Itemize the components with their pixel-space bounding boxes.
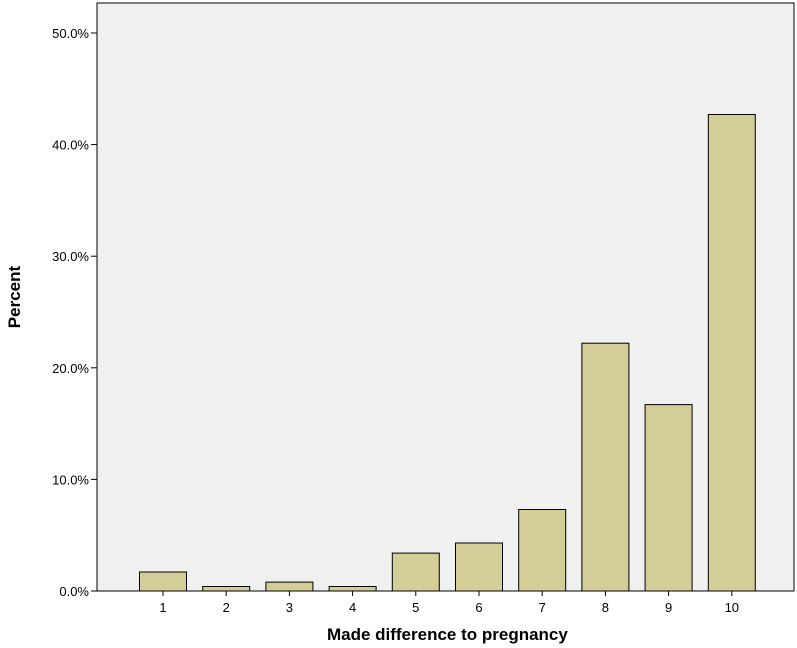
bar-6: [455, 542, 503, 592]
x-tick-label: 1: [159, 600, 166, 615]
y-tick-label: 30.0%: [52, 249, 89, 264]
x-tick-label: 6: [475, 600, 482, 615]
bar-8: [581, 342, 630, 592]
x-tick-label: 7: [539, 600, 546, 615]
x-tick-label: 4: [349, 600, 356, 615]
x-tick-label: 3: [286, 600, 293, 615]
x-tick-label: 2: [223, 600, 230, 615]
x-tick-label: 9: [665, 600, 672, 615]
bar-4: [328, 586, 377, 592]
y-axis-title: Percent: [5, 265, 24, 328]
y-tick-label: 40.0%: [52, 138, 89, 153]
bar-1: [139, 571, 187, 592]
x-tick-label: 5: [412, 600, 419, 615]
bar-7: [518, 509, 567, 592]
y-axis-ticks: 0.0% 10.0% 20.0% 30.0% 40.0% 50.0%: [52, 26, 97, 599]
bar-5: [391, 552, 440, 592]
bar-10: [707, 114, 756, 592]
x-axis-ticks: 1 2 3 4 5 6 7 8 9 10: [159, 591, 739, 615]
bar-2: [202, 586, 251, 592]
y-tick-label: 0.0%: [59, 584, 89, 599]
x-tick-label: 8: [602, 600, 609, 615]
x-axis-title: Made difference to pregnancy: [327, 625, 568, 644]
bar-9: [644, 404, 693, 592]
bar-3: [265, 581, 314, 592]
y-tick-label: 50.0%: [52, 26, 89, 41]
bars-group: [139, 114, 756, 592]
x-tick-label: 10: [725, 600, 739, 615]
y-tick-label: 10.0%: [52, 472, 89, 487]
y-tick-label: 20.0%: [52, 361, 89, 376]
